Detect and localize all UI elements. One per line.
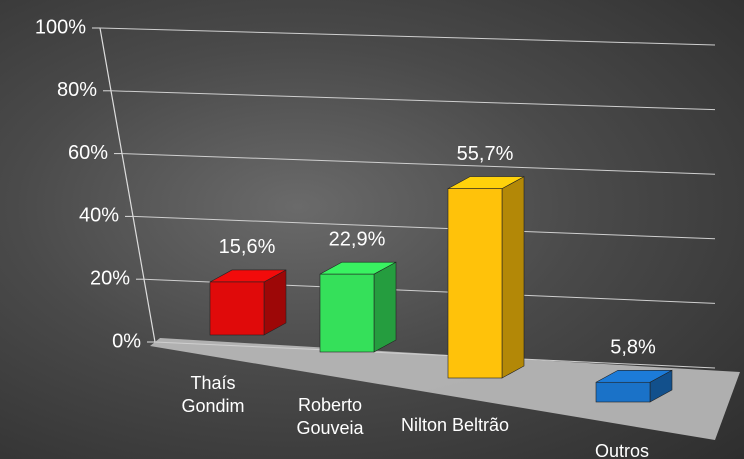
y-axis (99, 27, 156, 343)
grid-line (154, 341, 716, 369)
x-tick-label: Thaís Gondim (181, 373, 245, 416)
value-label: 5,8% (610, 337, 656, 359)
grid-line (110, 90, 716, 111)
bar-side (501, 176, 525, 379)
y-tick-label: 40% (79, 205, 119, 227)
y-tick-label: 100% (35, 16, 86, 38)
value-label: 15,6% (219, 236, 276, 258)
value-label: 55,7% (457, 143, 514, 165)
bar (319, 273, 375, 353)
y-tick-label: 80% (57, 79, 97, 101)
y-tick-label: 20% (90, 267, 130, 289)
bar (209, 281, 265, 336)
grid-line (132, 215, 716, 240)
grid-line (121, 153, 716, 175)
y-tick-label: 0% (112, 330, 141, 352)
floor (150, 338, 740, 440)
x-tick-label: Roberto Gouveia (296, 395, 364, 438)
y-tick-label: 60% (68, 142, 108, 164)
grid-line (99, 27, 716, 46)
x-tick-label: Outros (594, 441, 650, 459)
bar-side (373, 261, 397, 353)
bar (595, 381, 651, 403)
x-tick-label: Nilton Beltrão (400, 415, 510, 435)
value-label: 22,9% (329, 228, 386, 250)
bar (447, 188, 503, 379)
